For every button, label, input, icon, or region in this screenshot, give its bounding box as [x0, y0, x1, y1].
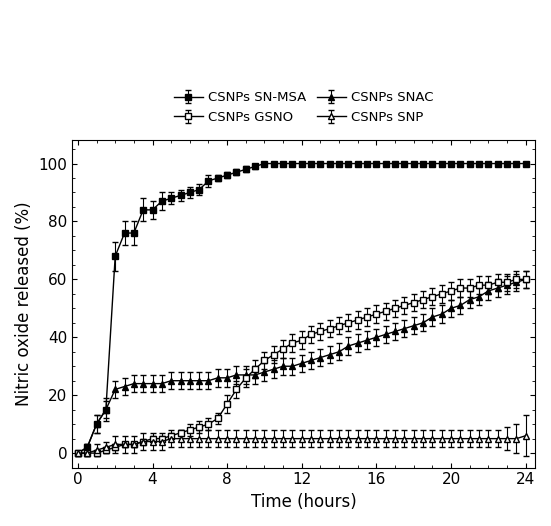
Y-axis label: Nitric oxide released (%): Nitric oxide released (%)	[15, 201, 33, 406]
X-axis label: Time (hours): Time (hours)	[251, 493, 356, 511]
Legend: CSNPs SN-MSA, CSNPs GSNO, CSNPs SNAC, CSNPs SNP: CSNPs SN-MSA, CSNPs GSNO, CSNPs SNAC, CS…	[174, 92, 434, 124]
